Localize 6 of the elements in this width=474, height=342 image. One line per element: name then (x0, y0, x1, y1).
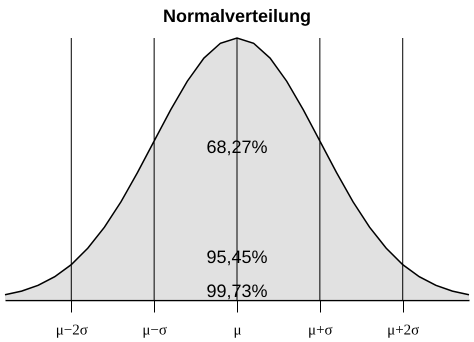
x-tick-label: μ+2σ (387, 322, 420, 338)
x-tick-label: μ (233, 322, 242, 338)
x-tick-label: μ+σ (308, 322, 333, 338)
chart-title: Normalverteilung (162, 6, 312, 26)
x-tick-label: μ−2σ (56, 322, 88, 338)
x-tick-label: μ−σ (142, 322, 167, 338)
